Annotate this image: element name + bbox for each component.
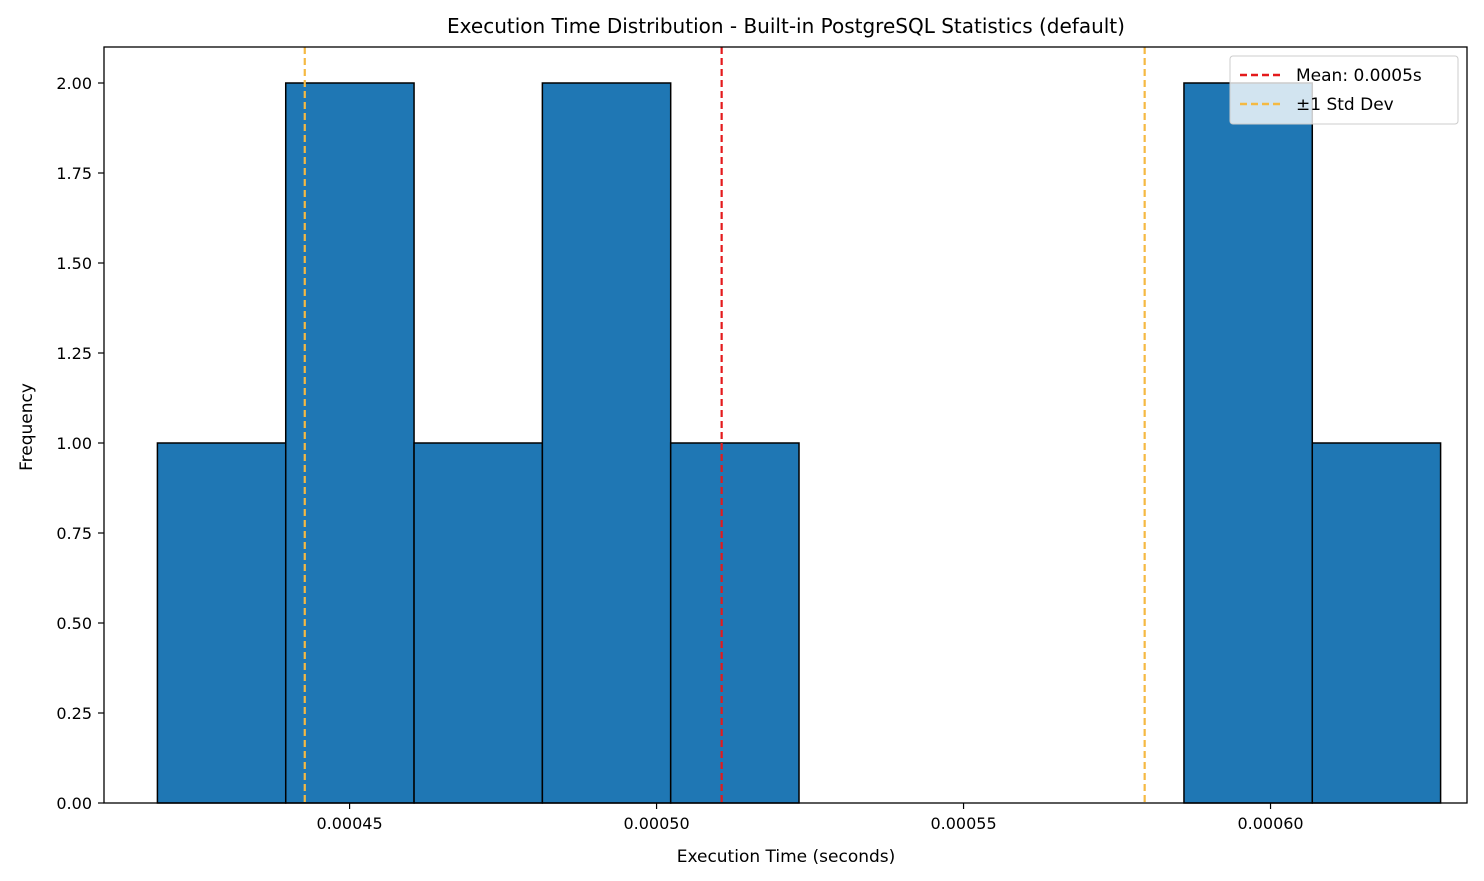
y-tick-label: 0.50 bbox=[56, 614, 92, 633]
y-tick-label: 0.25 bbox=[56, 704, 92, 723]
x-axis-ticks: 0.00045 0.00050 0.00055 0.00060 bbox=[316, 803, 1304, 833]
y-axis-title: Frequency bbox=[17, 383, 37, 471]
y-axis-ticks: 0.00 0.25 0.50 0.75 1.00 1.25 1.50 1.75 2.00 bbox=[56, 74, 104, 813]
histogram-bar bbox=[1183, 82, 1314, 804]
legend: Mean: 0.0005s ±1 Std Dev bbox=[1229, 55, 1459, 125]
y-tick-label: 2.00 bbox=[56, 74, 92, 93]
x-tick-label: 0.00050 bbox=[623, 814, 689, 833]
y-tick-label: 0.75 bbox=[56, 524, 92, 543]
y-tick-label: 1.00 bbox=[56, 434, 92, 453]
histogram-bar bbox=[156, 442, 287, 804]
y-tick-label: 1.25 bbox=[56, 344, 92, 363]
histogram-bar bbox=[413, 442, 544, 804]
histogram-bar bbox=[541, 82, 672, 804]
x-axis-title: Execution Time (seconds) bbox=[677, 847, 896, 867]
y-tick-label: 0.00 bbox=[56, 794, 92, 813]
legend-mean-label: Mean: 0.0005s bbox=[1296, 66, 1422, 86]
legend-std-dev-label: ±1 Std Dev bbox=[1296, 95, 1394, 115]
histogram-bar bbox=[669, 442, 800, 804]
x-tick-label: 0.00045 bbox=[316, 814, 382, 833]
x-tick-label: 0.00055 bbox=[930, 814, 996, 833]
chart-title: Execution Time Distribution - Built-in P… bbox=[447, 14, 1125, 38]
y-tick-label: 1.75 bbox=[56, 164, 92, 183]
plot-frame bbox=[103, 46, 1468, 804]
x-tick-label: 0.00060 bbox=[1237, 814, 1303, 833]
legend-box bbox=[1229, 55, 1459, 125]
histogram-bar bbox=[1311, 442, 1442, 804]
bars-layer bbox=[156, 82, 1442, 804]
reference-lines-layer bbox=[303, 47, 1146, 803]
histogram-bar bbox=[284, 82, 415, 804]
y-tick-label: 1.50 bbox=[56, 254, 92, 273]
